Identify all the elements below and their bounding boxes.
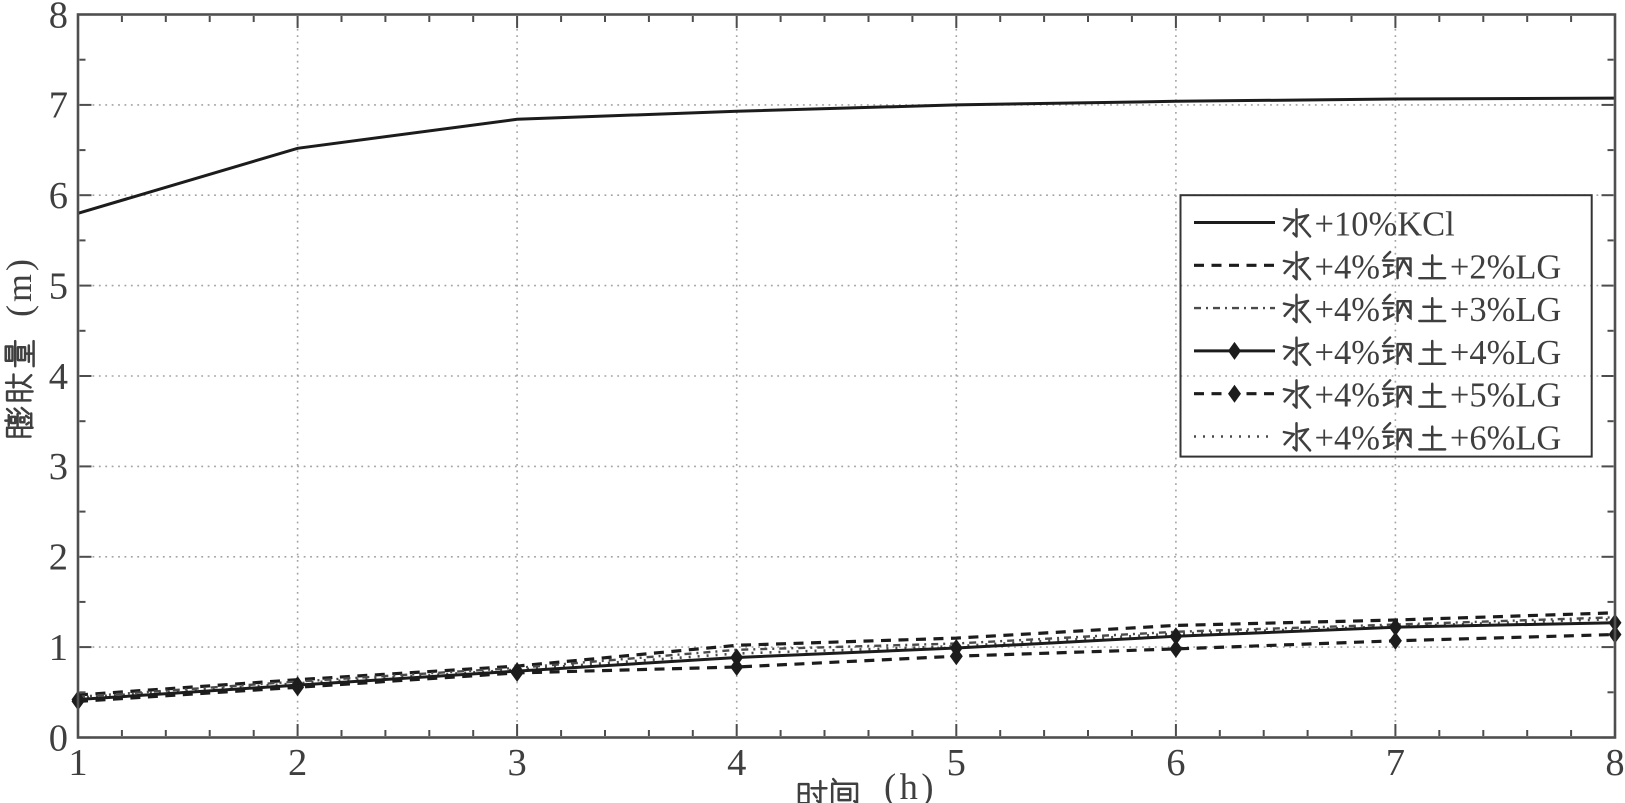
- svg-text:4: 4: [727, 742, 746, 784]
- svg-text:1: 1: [68, 742, 87, 784]
- svg-text:0: 0: [49, 717, 68, 759]
- svg-text:6: 6: [49, 175, 68, 217]
- svg-text:+4%LG: +4%LG: [1450, 334, 1561, 372]
- svg-text:4: 4: [49, 356, 68, 398]
- svg-text:2: 2: [288, 742, 307, 784]
- svg-text:5: 5: [947, 742, 966, 784]
- svg-text:+5%LG: +5%LG: [1450, 377, 1561, 415]
- svg-text:8: 8: [49, 0, 68, 36]
- svg-text:8: 8: [1605, 742, 1624, 784]
- svg-text:+4%: +4%: [1315, 377, 1380, 415]
- svg-text:+4%: +4%: [1315, 248, 1380, 286]
- svg-text:3: 3: [507, 742, 526, 784]
- svg-text:7: 7: [1386, 742, 1405, 784]
- svg-text:+4%: +4%: [1315, 334, 1380, 372]
- svg-text:+6%LG: +6%LG: [1450, 420, 1561, 458]
- svg-text:7: 7: [49, 85, 68, 127]
- svg-text:3: 3: [49, 446, 68, 488]
- svg-text:1: 1: [49, 627, 68, 669]
- svg-text:5: 5: [49, 265, 68, 307]
- svg-text:(m): (m): [0, 256, 39, 317]
- svg-text:+4%: +4%: [1315, 291, 1380, 329]
- svg-text:+2%LG: +2%LG: [1450, 248, 1561, 286]
- svg-text:(h): (h): [884, 766, 937, 803]
- svg-text:+4%: +4%: [1315, 420, 1380, 458]
- svg-text:2: 2: [49, 537, 68, 579]
- svg-text:6: 6: [1166, 742, 1185, 784]
- svg-text:+10%KCl: +10%KCl: [1315, 206, 1455, 244]
- svg-text:+3%LG: +3%LG: [1450, 291, 1561, 329]
